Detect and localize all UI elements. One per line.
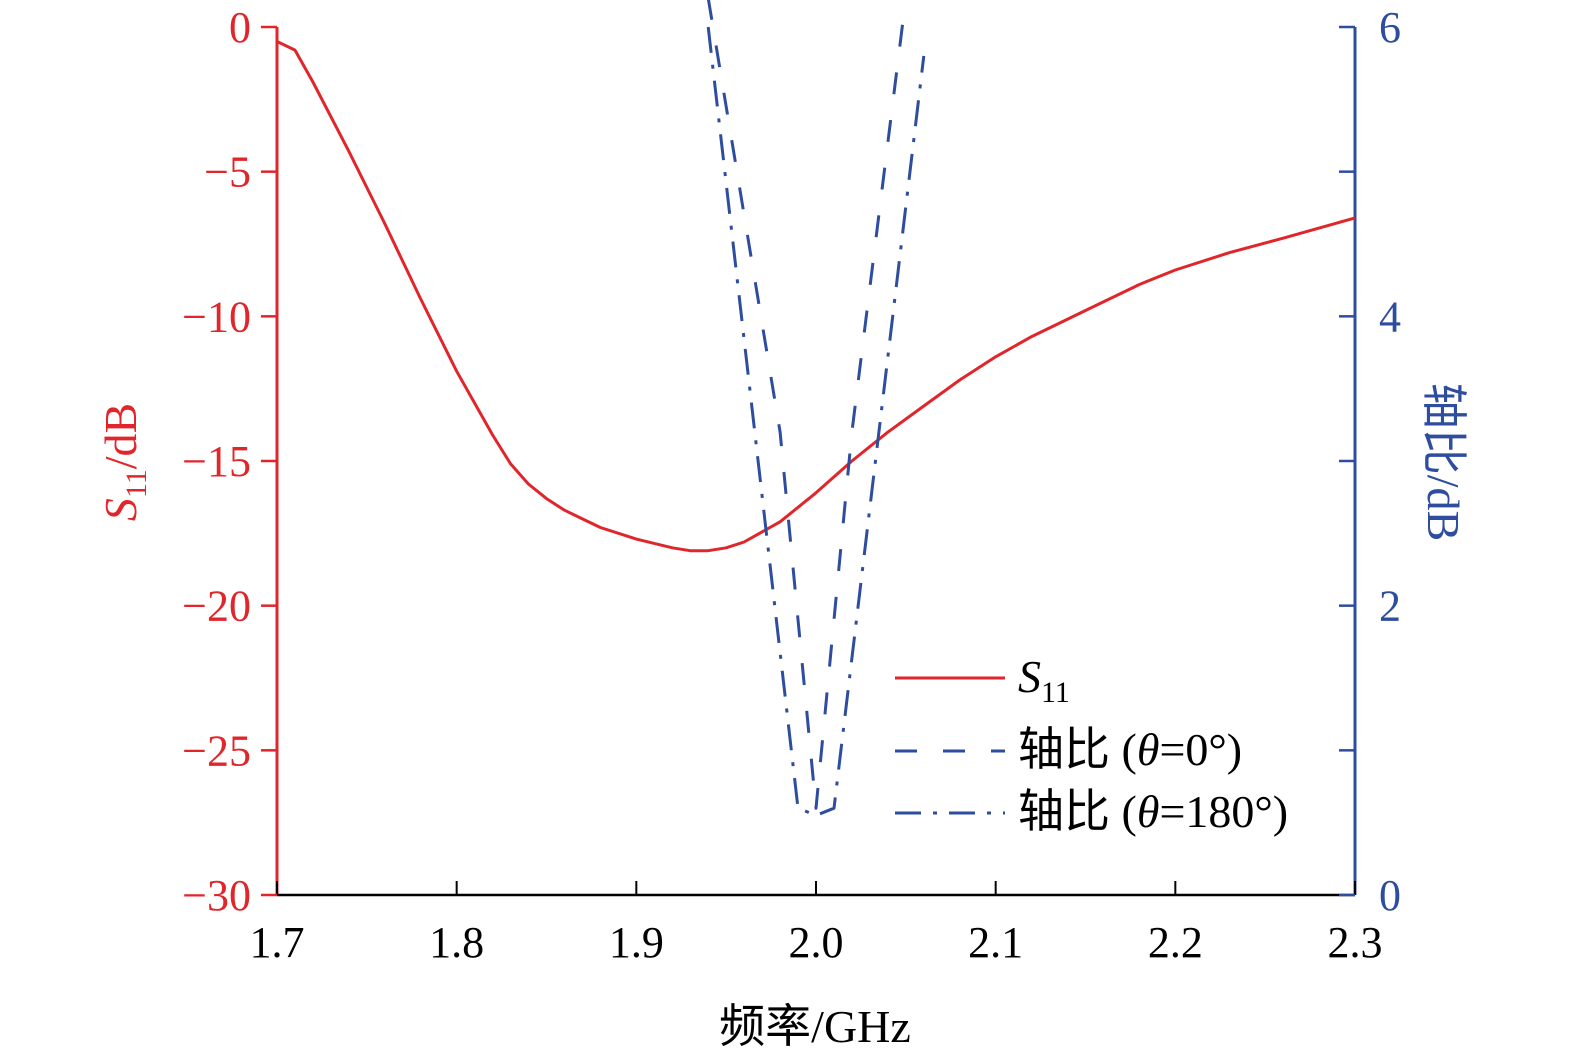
y-left-tick-label: −20 [182, 582, 251, 631]
x-tick-label: 2.1 [968, 918, 1023, 967]
x-axis-title: 频率/GHz [719, 1001, 911, 1052]
y-left-tick-label: −10 [182, 292, 251, 341]
series-line-0 [277, 40, 1355, 553]
legend-label-ar-180: 轴比 (θ=180°) [1018, 786, 1288, 837]
x-tick-label: 2.0 [789, 918, 844, 967]
y-left-tick-label: −5 [204, 148, 251, 197]
legend-label-s11: S11 [1018, 651, 1070, 709]
y-right-tick-label: 0 [1379, 871, 1401, 920]
x-tick-label: 1.9 [609, 918, 664, 967]
plot-area: 1.7 1.8 1.9 2.0 2.1 2.2 2.30−5−10−15−20−25−30 0… [182, 0, 1401, 967]
y-left-tick-label: −15 [182, 437, 251, 486]
y-right-tick-label: 4 [1379, 292, 1401, 341]
legend: S11 轴比 (θ=0°) 轴比 (θ=180°) [895, 651, 1288, 837]
x-tick-label: 2.3 [1328, 918, 1383, 967]
legend-label-ar-0: 轴比 (θ=0°) [1018, 724, 1242, 775]
y-left-tick-label: −25 [182, 726, 251, 775]
y-axis-right-title: 轴比/dB [1418, 383, 1469, 541]
y-left-tick-label: 0 [229, 3, 251, 52]
x-tick-label: 1.8 [429, 918, 484, 967]
series-line-1 [706, 0, 908, 810]
y-right-tick-label: 6 [1379, 3, 1401, 52]
y-axis-left-title: S11/dB [95, 403, 153, 521]
y-left-tick-label: −30 [182, 871, 251, 920]
x-tick-label: 2.2 [1148, 918, 1203, 967]
x-tick-label: 1.7 [250, 918, 305, 967]
y-right-tick-label: 2 [1379, 582, 1401, 631]
series-line-2 [706, 26, 926, 817]
